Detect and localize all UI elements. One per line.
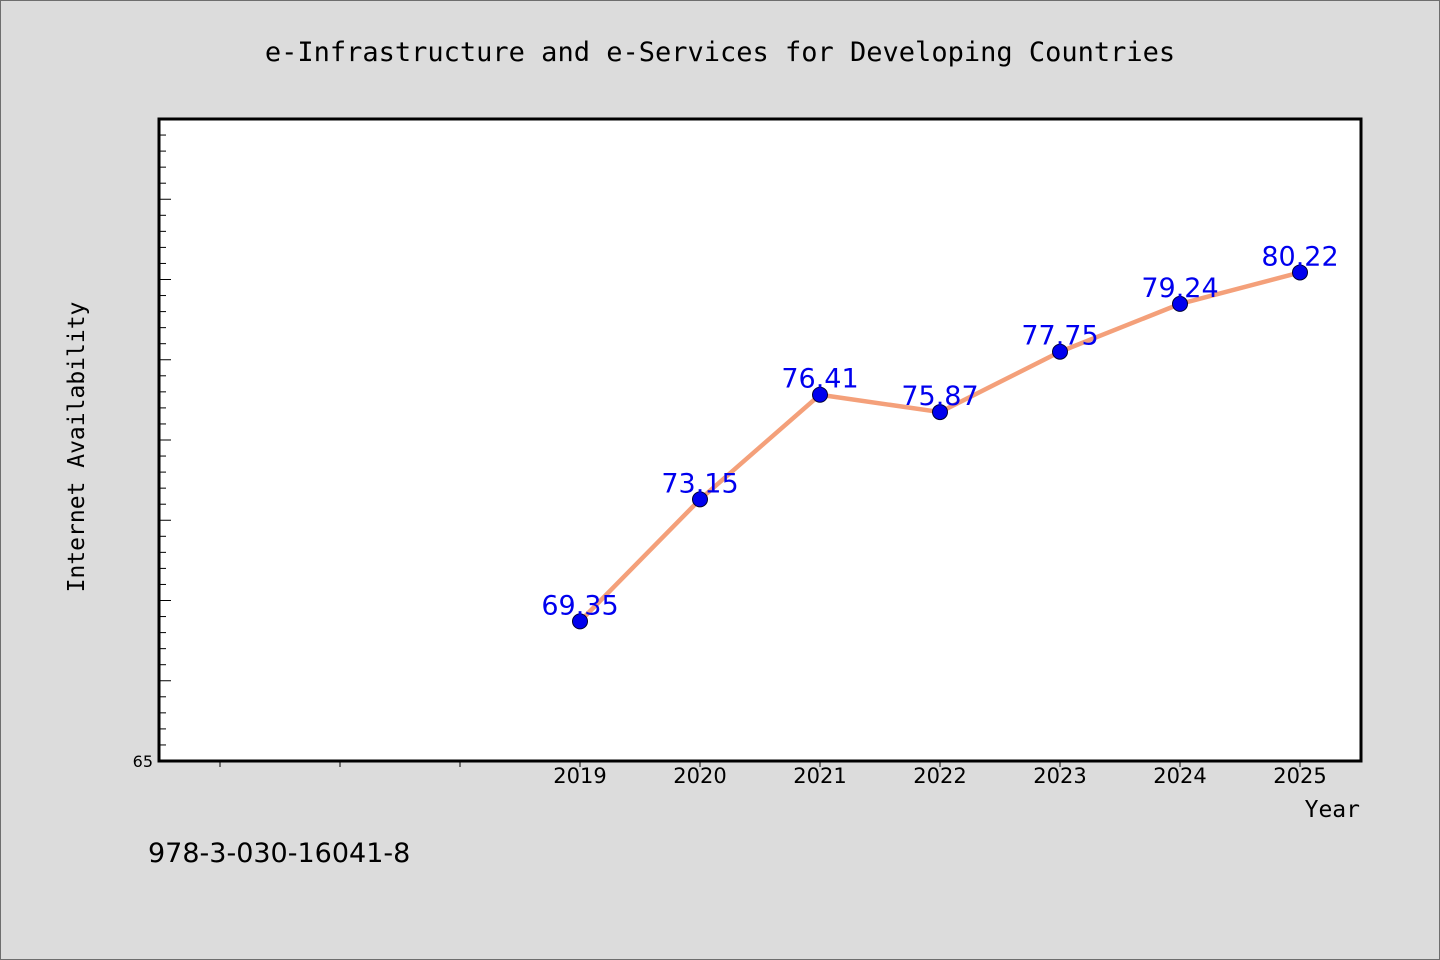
data-point-marker xyxy=(1172,295,1188,312)
data-point-label: 69.35 xyxy=(541,590,618,621)
data-point-label: 79.24 xyxy=(1141,273,1218,304)
x-tick-label: 2020 xyxy=(673,764,726,788)
y-axis-tick-labels: 65 xyxy=(133,752,153,771)
x-axis-label: Year xyxy=(1305,797,1360,823)
x-axis-tick-labels: 2019 2020 2021 2022 2023 2024 2025 xyxy=(553,764,1326,788)
data-markers xyxy=(572,264,1308,630)
plot-area xyxy=(157,117,1363,763)
y-axis-ticks xyxy=(159,134,171,746)
data-point-marker xyxy=(1052,343,1068,360)
x-tick-label: 2023 xyxy=(1033,764,1086,788)
data-point-marker xyxy=(692,491,708,508)
data-point-label: 73.15 xyxy=(661,468,738,499)
isbn-caption: 978-3-030-16041-8 xyxy=(148,838,410,869)
data-point-marker xyxy=(572,613,588,630)
data-point-marker xyxy=(812,386,828,403)
data-point-label: 77.75 xyxy=(1021,321,1098,352)
chart-title: e-Infrastructure and e-Services for Deve… xyxy=(265,37,1175,68)
data-point-label: 80.22 xyxy=(1261,241,1338,272)
data-labels: 69.35 73.15 76.41 75.87 77.75 79.24 80.22 xyxy=(541,241,1338,621)
data-point-label: 75.87 xyxy=(901,381,978,412)
data-point-marker xyxy=(1292,264,1308,281)
x-tick-label: 2019 xyxy=(553,764,606,788)
x-axis-ticks xyxy=(219,761,1301,767)
x-tick-label: 2022 xyxy=(913,764,966,788)
data-point-marker xyxy=(932,404,948,421)
data-point-label: 76.41 xyxy=(781,364,858,395)
x-tick-label: 2024 xyxy=(1153,764,1206,788)
y-tick-label: 65 xyxy=(133,752,153,771)
x-tick-label: 2021 xyxy=(793,764,846,788)
y-axis-label: Internet Availability xyxy=(64,302,90,593)
x-tick-label: 2025 xyxy=(1273,764,1326,788)
